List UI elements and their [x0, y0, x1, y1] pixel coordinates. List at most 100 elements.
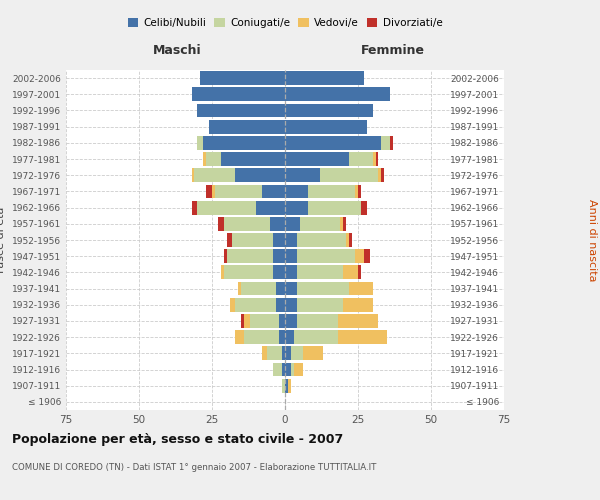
Bar	[285, 136, 382, 149]
Bar	[355, 184, 358, 198]
Bar	[191, 88, 285, 101]
Bar	[230, 298, 235, 312]
Bar	[224, 217, 271, 230]
Bar	[282, 379, 285, 392]
Bar	[244, 330, 279, 344]
Bar	[235, 330, 244, 344]
Text: COMUNE DI COREDO (TN) - Dati ISTAT 1° gennaio 2007 - Elaborazione TUTTITALIA.IT: COMUNE DI COREDO (TN) - Dati ISTAT 1° ge…	[12, 462, 376, 471]
Bar	[358, 266, 361, 280]
Bar	[238, 282, 241, 296]
Bar	[203, 152, 206, 166]
Bar	[364, 250, 370, 263]
Bar	[241, 282, 276, 296]
Bar	[299, 217, 340, 230]
Bar	[244, 314, 250, 328]
Bar	[279, 330, 285, 344]
Text: Femmine: Femmine	[361, 44, 425, 57]
Bar	[276, 282, 285, 296]
Bar	[308, 184, 355, 198]
Bar	[206, 152, 221, 166]
Bar	[285, 184, 308, 198]
Bar	[340, 217, 343, 230]
Bar	[390, 136, 393, 149]
Bar	[227, 250, 274, 263]
Bar	[296, 266, 343, 280]
Bar	[343, 298, 373, 312]
Text: Anni di nascita: Anni di nascita	[587, 198, 597, 281]
Text: Maschi: Maschi	[152, 44, 201, 57]
Bar	[296, 233, 346, 247]
Bar	[285, 104, 373, 118]
Bar	[338, 314, 379, 328]
Bar	[294, 330, 338, 344]
Bar	[191, 168, 194, 182]
Bar	[285, 200, 308, 214]
Text: Popolazione per età, sesso e stato civile - 2007: Popolazione per età, sesso e stato civil…	[12, 432, 343, 446]
Bar	[206, 184, 212, 198]
Bar	[376, 152, 379, 166]
Bar	[296, 282, 349, 296]
Bar	[349, 282, 373, 296]
Bar	[235, 298, 276, 312]
Bar	[197, 200, 256, 214]
Bar	[235, 168, 285, 182]
Bar	[209, 120, 285, 134]
Bar	[194, 168, 235, 182]
Bar	[276, 298, 285, 312]
Legend: Celibi/Nubili, Coniugati/e, Vedovi/e, Divorziati/e: Celibi/Nubili, Coniugati/e, Vedovi/e, Di…	[124, 14, 446, 32]
Bar	[285, 233, 296, 247]
Bar	[224, 250, 227, 263]
Bar	[285, 71, 364, 85]
Bar	[346, 233, 349, 247]
Bar	[355, 250, 364, 263]
Bar	[285, 282, 296, 296]
Bar	[296, 314, 338, 328]
Bar	[338, 330, 387, 344]
Bar	[285, 330, 294, 344]
Bar	[320, 168, 379, 182]
Bar	[285, 120, 367, 134]
Bar	[343, 266, 358, 280]
Bar	[373, 152, 376, 166]
Bar	[262, 346, 268, 360]
Bar	[274, 362, 282, 376]
Bar	[285, 168, 320, 182]
Bar	[296, 298, 343, 312]
Bar	[302, 346, 323, 360]
Bar	[308, 200, 361, 214]
Bar	[349, 152, 373, 166]
Bar	[294, 362, 302, 376]
Bar	[285, 314, 296, 328]
Bar	[212, 184, 215, 198]
Bar	[250, 314, 279, 328]
Bar	[197, 104, 285, 118]
Bar	[274, 233, 285, 247]
Bar	[241, 314, 244, 328]
Bar	[271, 217, 285, 230]
Bar	[268, 346, 282, 360]
Bar	[285, 88, 390, 101]
Bar	[288, 379, 291, 392]
Bar	[200, 71, 285, 85]
Bar	[382, 136, 390, 149]
Bar	[224, 266, 274, 280]
Bar	[215, 184, 262, 198]
Bar	[361, 200, 367, 214]
Bar	[296, 250, 355, 263]
Bar	[349, 233, 352, 247]
Bar	[282, 346, 285, 360]
Bar	[197, 136, 203, 149]
Bar	[285, 379, 288, 392]
Bar	[343, 217, 346, 230]
Bar	[232, 233, 274, 247]
Bar	[274, 250, 285, 263]
Bar	[291, 362, 294, 376]
Bar	[262, 184, 285, 198]
Bar	[285, 346, 291, 360]
Bar	[279, 314, 285, 328]
Bar	[285, 298, 296, 312]
Bar	[285, 250, 296, 263]
Bar	[256, 200, 285, 214]
Bar	[203, 136, 285, 149]
Bar	[191, 200, 197, 214]
